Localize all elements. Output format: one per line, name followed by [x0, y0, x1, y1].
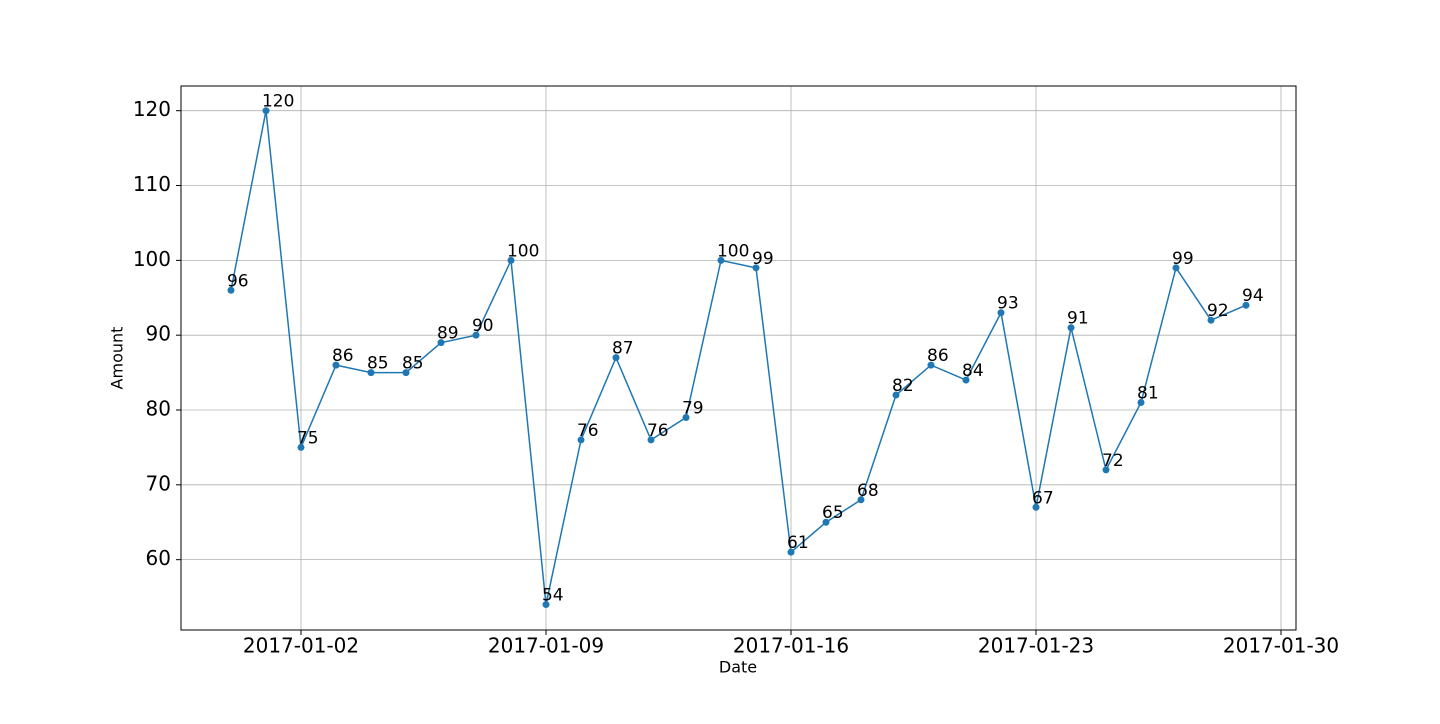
data-label: 85	[367, 354, 389, 374]
data-label: 99	[1172, 249, 1194, 269]
point	[507, 256, 515, 264]
data-label: 76	[647, 421, 669, 441]
data-label: 67	[1032, 488, 1054, 508]
point	[1242, 301, 1250, 309]
data-label: 86	[927, 346, 949, 366]
data-label: 82	[892, 376, 914, 396]
x-tick-label: 2017-01-23	[978, 634, 1094, 658]
point	[227, 286, 235, 294]
point	[647, 436, 655, 444]
point	[262, 107, 270, 115]
data-label: 94	[1242, 286, 1264, 306]
point	[332, 361, 340, 369]
point	[752, 264, 760, 272]
point	[1172, 264, 1180, 272]
data-label: 87	[612, 339, 634, 359]
point	[1032, 503, 1040, 511]
data-label: 100	[717, 241, 749, 261]
data-label: 85	[402, 354, 424, 374]
point	[1137, 399, 1145, 407]
data-label: 54	[542, 586, 564, 606]
data-label: 100	[507, 241, 539, 261]
y-tick-label: 80	[146, 397, 171, 421]
point	[1102, 466, 1110, 474]
data-label: 84	[962, 361, 984, 381]
x-tick-label: 2017-01-16	[733, 634, 849, 658]
point	[612, 354, 620, 362]
x-tick-label: 2017-01-09	[488, 634, 604, 658]
x-tick-label: 2017-01-30	[1223, 634, 1339, 658]
data-label: 91	[1067, 309, 1089, 329]
y-tick-label: 70	[146, 471, 171, 495]
point	[542, 601, 550, 609]
data-label: 86	[332, 346, 354, 366]
x-axis-label: Date	[719, 658, 757, 677]
point	[787, 548, 795, 556]
point	[1067, 324, 1075, 332]
y-tick-label: 60	[146, 546, 171, 570]
data-label: 90	[472, 316, 494, 336]
data-label: 81	[1137, 384, 1159, 404]
data-label: 99	[752, 249, 774, 269]
point	[402, 369, 410, 377]
data-label: 93	[997, 294, 1019, 314]
point	[822, 518, 830, 526]
line	[230, 110, 1247, 605]
y-tick-label: 120	[133, 97, 171, 121]
point	[297, 443, 305, 451]
data-label: 72	[1102, 451, 1124, 471]
point	[682, 413, 690, 421]
point	[1207, 316, 1215, 324]
point	[892, 391, 900, 399]
data-label: 92	[1207, 301, 1229, 321]
y-tick-label: 90	[146, 322, 171, 346]
point	[437, 339, 445, 347]
point	[367, 369, 375, 377]
y-axis-label: Amount	[108, 327, 127, 390]
point	[577, 436, 585, 444]
y-tick-label: 100	[133, 247, 171, 271]
point	[717, 256, 725, 264]
point	[857, 496, 865, 504]
data-label: 68	[857, 481, 879, 501]
point	[472, 331, 480, 339]
point	[962, 376, 970, 384]
data-label: 96	[227, 271, 249, 291]
data-label: 61	[787, 533, 809, 553]
data-label: 89	[437, 324, 459, 344]
y-tick-label: 110	[133, 172, 171, 196]
point	[997, 309, 1005, 317]
x-tick-label: 2017-01-02	[243, 634, 359, 658]
data-label: 120	[262, 92, 294, 112]
data-label: 75	[297, 428, 319, 448]
data-label: 76	[577, 421, 599, 441]
point	[927, 361, 935, 369]
data-label: 65	[822, 503, 844, 523]
plot-frame	[180, 85, 1297, 631]
data-label: 79	[682, 398, 704, 418]
